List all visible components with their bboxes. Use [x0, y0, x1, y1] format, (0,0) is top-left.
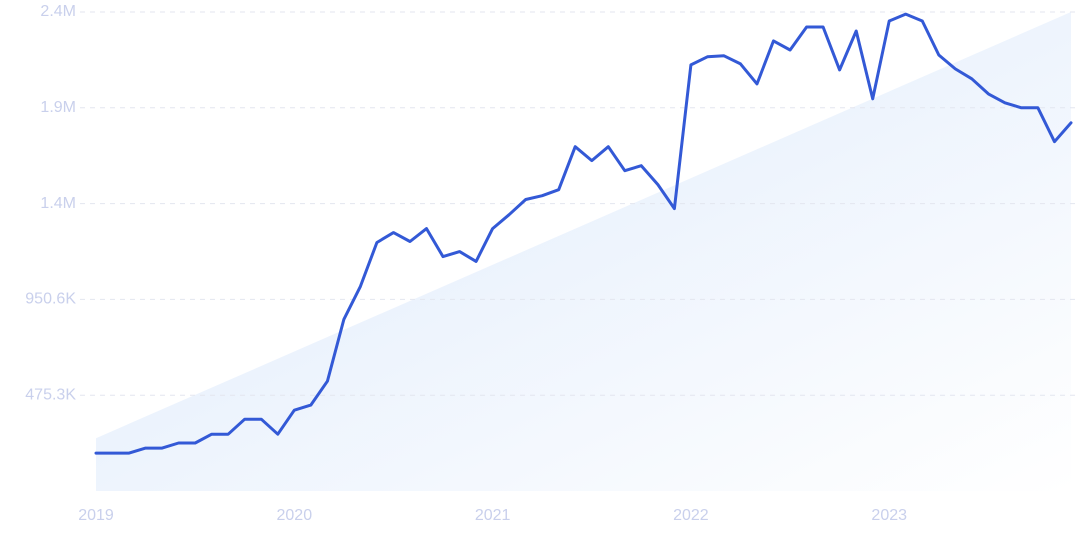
line: [94, 12, 1073, 455]
y-tick-label: 1.4M: [40, 195, 76, 212]
trend-area: [96, 12, 1071, 491]
x-tick-label: 2020: [277, 507, 313, 524]
x-tick-label: 2023: [871, 507, 907, 524]
x-tick-label: 2022: [673, 507, 709, 524]
y-tick-label: 2.4M: [40, 3, 76, 20]
y-tick-label: 475.3K: [25, 386, 76, 403]
y-tick-label: 950.6K: [25, 291, 76, 308]
x-tick-label: 2021: [475, 507, 511, 524]
y-tick-label: 1.9M: [40, 99, 76, 116]
x-tick-label: 2019: [78, 507, 114, 524]
